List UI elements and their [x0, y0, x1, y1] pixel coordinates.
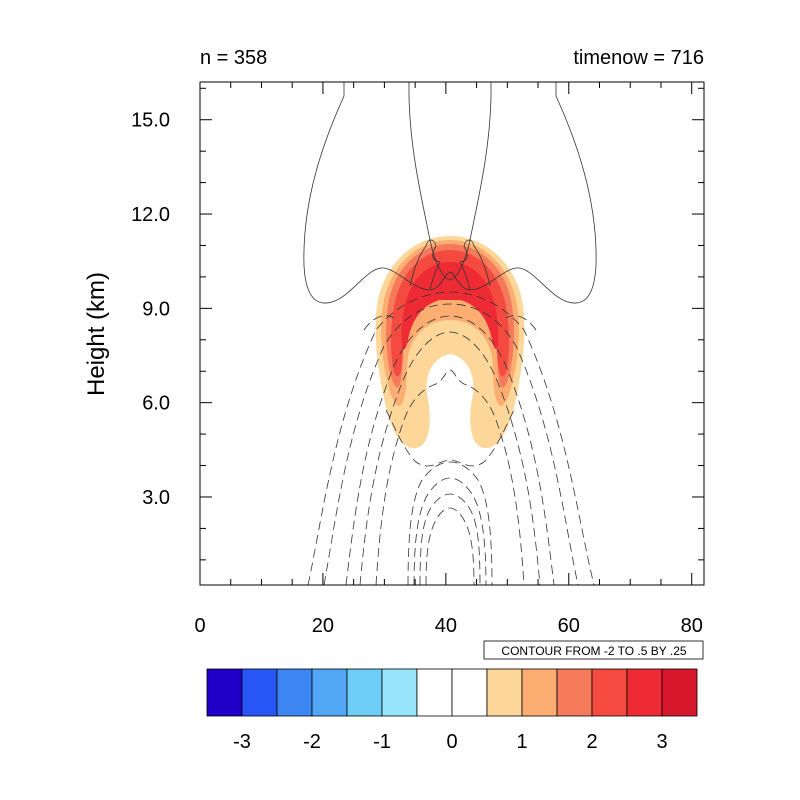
contour-dashed [363, 315, 395, 331]
colorbar-box [556, 668, 593, 717]
plot-frame [199, 81, 705, 586]
y-tick-label: 6.0 [142, 393, 170, 415]
contour-solid-inner [408, 82, 492, 281]
line-contours [303, 82, 597, 585]
colorbar-box [346, 668, 383, 717]
x-tick-label: 0 [194, 615, 205, 637]
y-tick-label: 15.0 [131, 110, 170, 132]
contour-dashed [375, 369, 525, 585]
y-tick-label: 12.0 [131, 204, 170, 226]
y-tick-label: 9.0 [142, 298, 170, 320]
contour-dashed [505, 315, 537, 331]
colorbar-box [661, 668, 698, 717]
colorbar-tick-label: 3 [656, 731, 667, 753]
contour-dashed [413, 477, 487, 585]
contour-dashed [425, 507, 475, 585]
y-axis-label: Height (km) [83, 272, 110, 396]
contour-solid-outer [303, 82, 597, 304]
contour-dashed [407, 461, 493, 585]
colorbar-box [416, 668, 453, 717]
colorbar-box [591, 668, 628, 717]
contour-dashed [359, 331, 541, 585]
colorbar-box [206, 668, 243, 717]
colorbar-tick-label: 1 [516, 731, 527, 753]
x-tick-label: 40 [435, 615, 457, 637]
title-right: timenow = 716 [573, 47, 704, 69]
filled-contours [375, 236, 525, 449]
contour-info-text: CONTOUR FROM -2 TO .5 BY .25 [501, 644, 686, 658]
contour-dashed [307, 291, 595, 585]
y-tick-label: 3.0 [142, 487, 170, 509]
colorbar-box [241, 668, 278, 717]
fill-notch [446, 398, 454, 426]
colorbar-tick-label: 2 [586, 731, 597, 753]
x-tick-label: 20 [312, 615, 334, 637]
title-left: n = 358 [200, 47, 267, 69]
colorbar-tick-label: 0 [446, 731, 457, 753]
colorbar-box [451, 668, 488, 717]
colorbar-box [626, 668, 663, 717]
colorbar-box [521, 668, 558, 717]
dashed-contours [307, 291, 595, 585]
colorbar-tick-label: -2 [303, 731, 321, 753]
x-tick-label: 80 [681, 615, 703, 637]
contour-solid-loop-right [459, 239, 491, 291]
contour-dashed [419, 493, 481, 585]
colorbar-tick-label: -3 [233, 731, 251, 753]
contour-dashed [345, 315, 555, 585]
fill-level-5 [401, 262, 499, 349]
colorbar-box [311, 668, 348, 717]
contour-info-box: CONTOUR FROM -2 TO .5 BY .25 [483, 640, 704, 660]
colorbar-box [276, 668, 313, 717]
axes: 0 20 40 60 80 3.0 6.0 9.0 12.0 15.0 [131, 82, 704, 637]
colorbar: -3 -2 -1 0 1 2 3 [206, 668, 698, 753]
colorbar-tick-label: -1 [373, 731, 391, 753]
x-tick-label: 60 [558, 615, 580, 637]
contour-dashed [385, 409, 515, 467]
contour-dashed [323, 303, 579, 585]
contour-solid-loop-left [409, 239, 441, 291]
colorbar-box [381, 668, 418, 717]
colorbar-box [486, 668, 523, 717]
